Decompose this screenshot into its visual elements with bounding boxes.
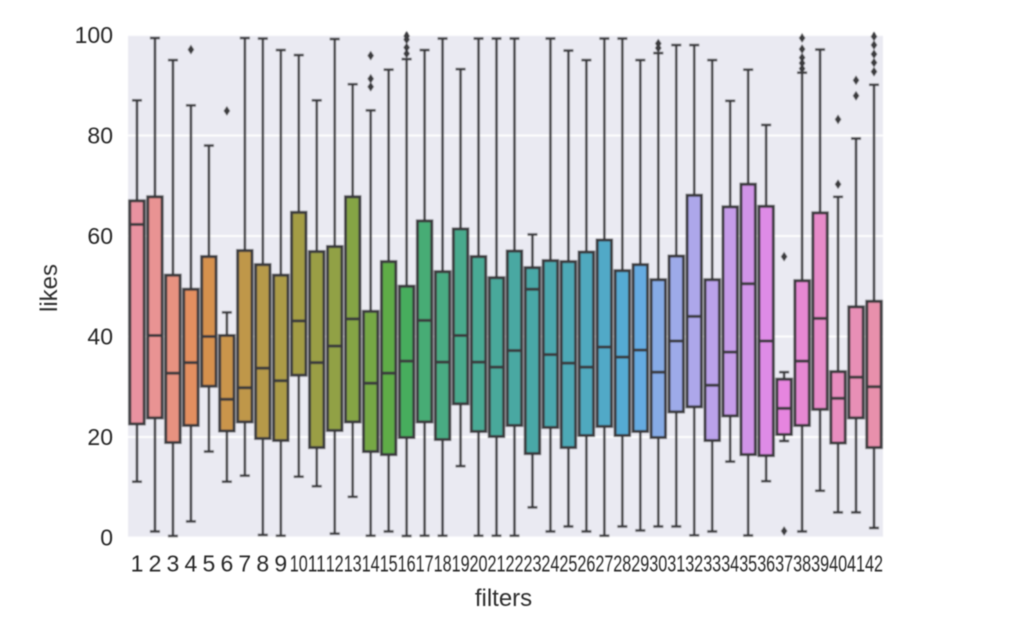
- svg-text:4: 4: [185, 551, 198, 577]
- svg-text:32: 32: [685, 551, 703, 577]
- svg-text:80: 80: [87, 123, 113, 149]
- svg-text:35: 35: [739, 551, 757, 577]
- svg-text:31: 31: [667, 551, 685, 577]
- svg-text:0: 0: [100, 525, 113, 551]
- svg-text:1: 1: [131, 551, 144, 577]
- svg-text:30: 30: [649, 551, 667, 577]
- svg-text:7: 7: [238, 551, 251, 577]
- svg-text:2: 2: [149, 551, 162, 577]
- svg-text:20: 20: [470, 551, 488, 577]
- svg-text:10: 10: [290, 551, 308, 577]
- svg-text:36: 36: [757, 551, 775, 577]
- svg-text:5: 5: [203, 551, 216, 577]
- svg-text:15: 15: [380, 551, 398, 577]
- svg-text:21: 21: [488, 551, 506, 577]
- svg-text:14: 14: [362, 551, 380, 577]
- svg-text:18: 18: [434, 551, 452, 577]
- svg-text:11: 11: [308, 551, 326, 577]
- svg-text:39: 39: [811, 551, 829, 577]
- svg-text:filters: filters: [475, 585, 532, 612]
- svg-text:6: 6: [221, 551, 234, 577]
- svg-text:38: 38: [793, 551, 811, 577]
- svg-text:37: 37: [775, 551, 793, 577]
- svg-text:16: 16: [398, 551, 416, 577]
- svg-text:20: 20: [87, 424, 113, 450]
- svg-text:9: 9: [274, 551, 287, 577]
- svg-text:33: 33: [703, 551, 721, 577]
- svg-text:34: 34: [721, 551, 739, 577]
- svg-text:19: 19: [452, 551, 470, 577]
- svg-text:26: 26: [577, 551, 595, 577]
- svg-text:23: 23: [524, 551, 542, 577]
- svg-text:29: 29: [631, 551, 649, 577]
- svg-text:42: 42: [865, 551, 883, 577]
- svg-text:60: 60: [87, 223, 113, 249]
- svg-text:28: 28: [613, 551, 631, 577]
- svg-text:40: 40: [87, 324, 113, 350]
- svg-text:25: 25: [559, 551, 577, 577]
- svg-text:13: 13: [344, 551, 362, 577]
- svg-text:40: 40: [829, 551, 847, 577]
- svg-text:22: 22: [506, 551, 524, 577]
- svg-text:3: 3: [167, 551, 180, 577]
- svg-text:17: 17: [416, 551, 434, 577]
- svg-text:12: 12: [326, 551, 344, 577]
- svg-text:27: 27: [595, 551, 613, 577]
- svg-text:41: 41: [847, 551, 865, 577]
- svg-text:8: 8: [256, 551, 269, 577]
- svg-text:likes: likes: [36, 264, 63, 312]
- svg-text:24: 24: [541, 551, 559, 577]
- svg-text:100: 100: [75, 22, 113, 48]
